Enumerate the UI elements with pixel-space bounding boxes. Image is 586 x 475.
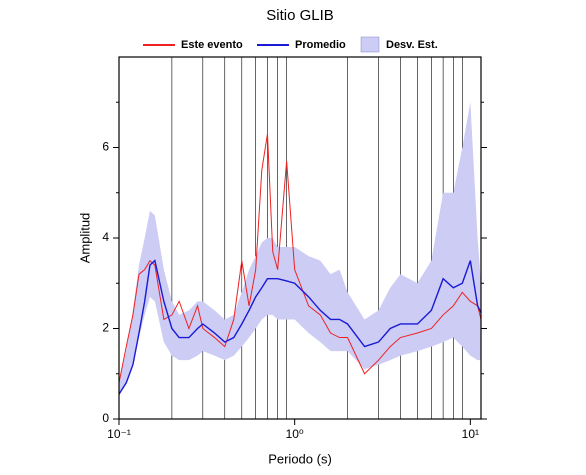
- legend-label: Este evento: [181, 39, 243, 51]
- x-tick-label: 10⁻¹: [107, 427, 131, 441]
- series-line: [118, 133, 482, 383]
- chart-title: Sitio GLIB: [266, 7, 334, 24]
- plot-frame: [118, 56, 482, 420]
- legend-label: Promedio: [295, 39, 346, 51]
- x-tick-label: 10¹: [462, 427, 479, 441]
- y-tick-label: 6: [102, 140, 109, 154]
- y-axis-label: Amplitud: [77, 213, 92, 264]
- x-tick-label: 10⁰: [286, 427, 304, 441]
- std-band: [119, 102, 481, 397]
- legend-label: Desv. Est.: [386, 39, 438, 51]
- series-line: [118, 259, 482, 395]
- y-tick-label: 0: [102, 411, 109, 425]
- y-tick-label: 4: [102, 230, 109, 244]
- legend-swatch: [360, 36, 380, 53]
- y-tick-label: 2: [102, 321, 109, 335]
- x-axis-label: Periodo (s): [268, 451, 332, 466]
